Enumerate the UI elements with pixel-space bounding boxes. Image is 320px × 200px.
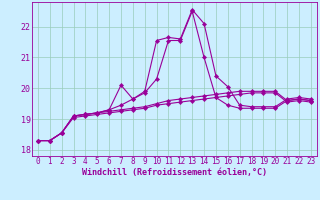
X-axis label: Windchill (Refroidissement éolien,°C): Windchill (Refroidissement éolien,°C) — [82, 168, 267, 177]
